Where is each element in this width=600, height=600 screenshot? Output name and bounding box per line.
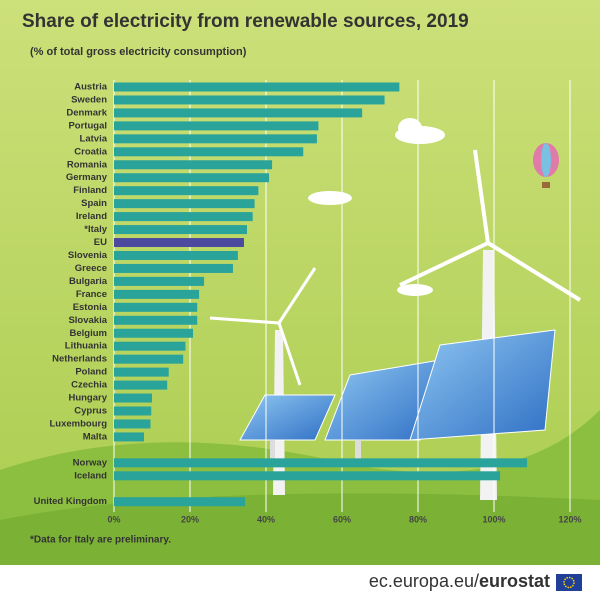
bar: [114, 147, 304, 157]
x-tick-label: 0%: [107, 514, 120, 524]
y-tick-label: Hungary: [68, 393, 107, 404]
decoration: [0, 118, 600, 565]
footnote: *Data for Italy are preliminary.: [30, 535, 171, 546]
y-tick-label: Cyprus: [74, 406, 107, 417]
y-tick-label: Croatia: [74, 146, 107, 157]
bar: [114, 471, 501, 481]
y-tick-label: Bulgaria: [69, 276, 108, 287]
y-tick-label: Austria: [74, 82, 107, 93]
y-tick-label: Sweden: [71, 94, 107, 105]
y-tick-label: Netherlands: [52, 354, 107, 365]
y-tick-label: Czechia: [71, 380, 108, 391]
y-tick-label: Poland: [75, 367, 107, 378]
y-tick-label: Belgium: [70, 328, 107, 339]
source: ec.europa.eu/eurostat: [369, 571, 550, 591]
bar: [114, 419, 151, 429]
bar: [114, 406, 152, 416]
y-tick-label: Estonia: [73, 302, 108, 313]
bar: [114, 328, 194, 338]
y-tick-label: Ireland: [76, 211, 107, 222]
bar: [114, 82, 400, 92]
bar: [114, 263, 233, 273]
bar: [114, 367, 169, 377]
y-tick-label: Portugal: [68, 120, 107, 131]
bar: [114, 160, 273, 170]
y-tick-label: *Italy: [84, 224, 107, 235]
y-tick-label: Iceland: [74, 470, 107, 481]
bar: [114, 276, 205, 286]
bar: [114, 238, 244, 248]
bar: [114, 458, 528, 468]
x-tick-label: 80%: [409, 514, 427, 524]
chart-title: Share of electricity from renewable sour…: [22, 11, 469, 32]
footer-band: [0, 565, 600, 600]
bar: [114, 199, 255, 209]
source-brand: eurostat: [479, 571, 550, 591]
y-tick-label: Latvia: [80, 133, 108, 144]
chart-subtitle: (% of total gross electricity consumptio…: [30, 46, 247, 58]
x-tick-label: 60%: [333, 514, 351, 524]
y-tick-label: Luxembourg: [49, 418, 107, 429]
y-tick-label: EU: [94, 237, 107, 248]
bar: [114, 95, 385, 105]
y-tick-label: Greece: [75, 263, 107, 274]
y-tick-label: Norway: [73, 457, 108, 468]
bar: [114, 315, 198, 325]
bar: [114, 186, 259, 196]
bar: [114, 212, 253, 222]
y-tick-label: Germany: [66, 172, 108, 183]
x-tick-label: 120%: [558, 514, 581, 524]
y-tick-label: Denmark: [66, 107, 107, 118]
bar: [114, 289, 200, 299]
y-tick-label: United Kingdom: [34, 496, 107, 507]
bar: [114, 497, 246, 507]
y-tick-label: Spain: [81, 198, 107, 209]
x-tick-label: 20%: [181, 514, 199, 524]
bar: [114, 302, 198, 312]
y-tick-label: Malta: [83, 431, 108, 442]
source-site: ec.europa.eu/: [369, 571, 479, 591]
bar: [114, 432, 145, 442]
bar: [114, 134, 317, 144]
bar: [114, 173, 270, 183]
eu-stars: [563, 576, 575, 589]
y-tick-label: Slovakia: [68, 315, 107, 326]
bar: [114, 393, 152, 403]
x-tick-label: 40%: [257, 514, 275, 524]
bar: [114, 380, 168, 390]
x-tick-label: 100%: [482, 514, 505, 524]
y-tick-label: Lithuania: [65, 341, 108, 352]
bar: [114, 354, 184, 364]
bar: [114, 225, 247, 235]
eu-flag: [556, 574, 582, 591]
y-tick-label: Slovenia: [68, 250, 108, 261]
y-tick-label: Romania: [67, 159, 108, 170]
y-tick-label: France: [76, 289, 107, 300]
bar: [114, 250, 238, 260]
bar: [114, 121, 319, 131]
bar: [114, 108, 363, 118]
bar: [114, 341, 186, 351]
y-tick-label: Finland: [73, 185, 107, 196]
